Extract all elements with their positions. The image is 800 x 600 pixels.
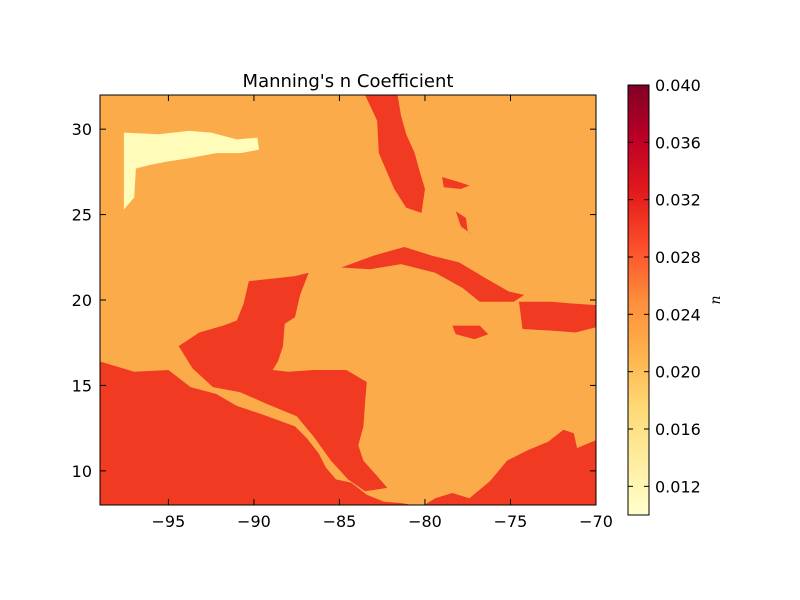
heatmap-region-5: [341, 247, 525, 302]
colorbar-tick-label: 0.028: [655, 248, 701, 267]
y-tick-label: 10: [72, 462, 92, 481]
x-tick-label: −80: [408, 512, 442, 531]
heatmap-region-4: [178, 272, 388, 492]
y-tick-label: 20: [72, 291, 92, 310]
x-tick-label: −85: [323, 512, 357, 531]
x-axis: −95 −90 −85 −80 −75 −70: [152, 95, 613, 531]
heatmap-region-7: [452, 325, 489, 340]
colorbar-label: n: [708, 295, 724, 304]
y-tick-label: 15: [72, 376, 92, 395]
heatmap-region-8: [442, 177, 470, 189]
colorbar-tick-label: 0.024: [655, 305, 701, 324]
heatmap-region-1: [100, 95, 425, 213]
colorbar: [627, 84, 650, 516]
colorbar-tick-label: 0.032: [655, 191, 701, 210]
colorbar-axis: 0.012 0.016 0.020 0.024 0.028 0.032 0.036 0.040: [628, 76, 701, 496]
heatmap-region-2: [118, 122, 434, 333]
x-tick-label: −90: [237, 512, 271, 531]
heatmap-region-10: [123, 130, 260, 210]
colorbar-tick-label: 0.012: [655, 477, 701, 496]
heatmap-region-9: [455, 211, 473, 236]
heatmap-area: [100, 95, 596, 505]
x-tick-label: −70: [579, 512, 613, 531]
y-tick-label: 30: [72, 120, 92, 139]
colorbar-tick-label: 0.036: [655, 133, 701, 152]
colorbar-tick-label: 0.016: [655, 420, 701, 439]
colorbar-tick-label: 0.020: [655, 363, 701, 382]
x-tick-label: −95: [152, 512, 186, 531]
y-axis: 10 15 20 25 30: [72, 120, 596, 481]
y-tick-label: 25: [72, 206, 92, 225]
chart-title: Manning's n Coefficient: [243, 71, 454, 92]
colorbar-tick-label: 0.040: [655, 76, 701, 95]
heatmap-region-3: [100, 361, 596, 505]
heatmap-region-6: [519, 301, 596, 333]
x-tick-label: −75: [494, 512, 528, 531]
